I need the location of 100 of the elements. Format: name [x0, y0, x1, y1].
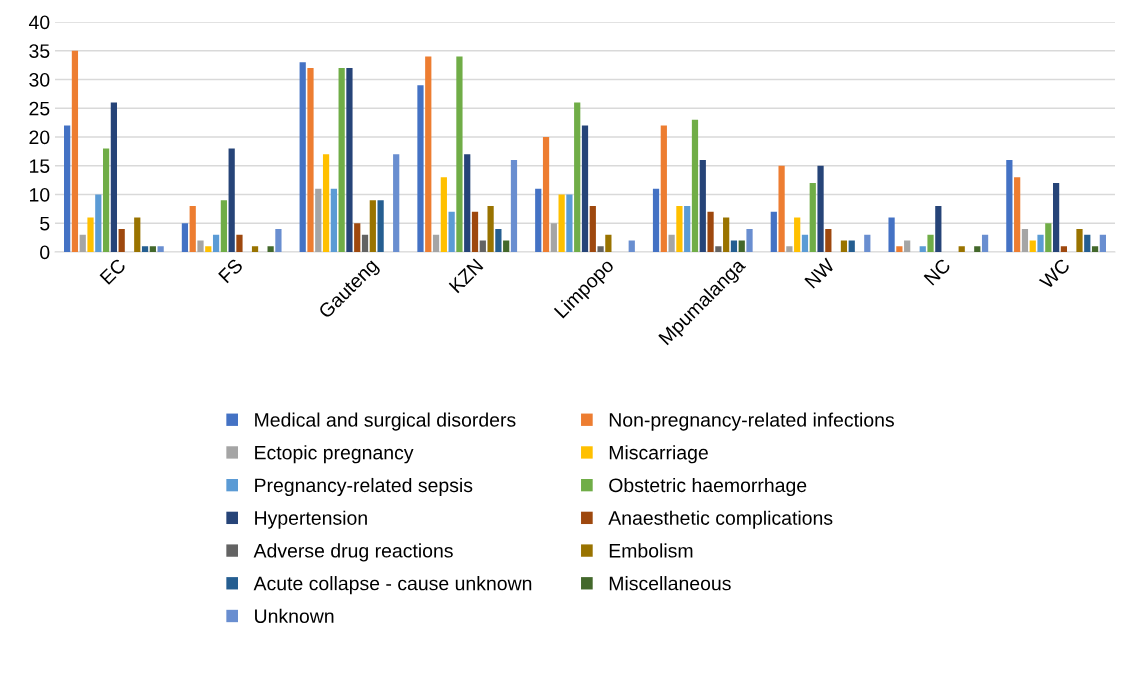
- bar: [71, 50, 79, 252]
- y-tick-label: 40: [28, 15, 50, 30]
- bar: [495, 229, 502, 252]
- legend-label: Adverse drug reactions: [253, 543, 453, 562]
- bar: [503, 240, 510, 252]
- bar: [896, 246, 903, 252]
- bar: [338, 68, 345, 252]
- bar: [699, 160, 706, 252]
- bar: [927, 234, 934, 252]
- legend-label: Medical and surgical disorders: [255, 412, 516, 431]
- bar: [778, 165, 785, 252]
- bar: [197, 240, 204, 252]
- bar: [801, 234, 809, 252]
- bar: [574, 102, 581, 252]
- legend-label: Non-pregnancy-related infections: [609, 412, 894, 431]
- bar: [888, 217, 895, 252]
- y-tick-label: 10: [30, 187, 50, 202]
- bar: [64, 125, 71, 252]
- bar: [322, 154, 330, 252]
- bar: [307, 68, 314, 252]
- bar: [354, 223, 361, 252]
- bar: [181, 223, 189, 252]
- bar: [95, 194, 102, 252]
- bar: [1052, 183, 1060, 252]
- bar: [471, 211, 479, 252]
- bar: [1021, 229, 1029, 252]
- bar: [660, 125, 667, 252]
- bar: [110, 102, 118, 252]
- bar: [236, 234, 243, 252]
- bar: [1037, 234, 1044, 252]
- bar: [149, 246, 156, 252]
- x-tick-label: NW: [804, 257, 836, 289]
- y-tick-label: 0: [40, 245, 50, 260]
- bar: [1014, 177, 1021, 252]
- legend-label: Embolism: [609, 543, 693, 558]
- bar: [275, 229, 282, 252]
- legend-label: Miscarriage: [609, 445, 708, 464]
- bar: [134, 217, 141, 252]
- y-tick-label: 35: [29, 44, 50, 58]
- bar: [220, 200, 227, 252]
- bar: [904, 240, 911, 252]
- bar: [346, 68, 353, 252]
- legend-label: Miscellaneous: [609, 576, 731, 591]
- bar: [676, 206, 683, 252]
- bar: [479, 240, 486, 252]
- bar: [299, 62, 306, 252]
- bar: [542, 137, 550, 252]
- bar: [417, 85, 424, 252]
- bar: [212, 234, 220, 252]
- bar: [228, 148, 235, 252]
- bar: [597, 246, 604, 252]
- bar: [652, 188, 660, 252]
- bar: [864, 234, 871, 252]
- legend-label: Hypertension: [255, 510, 367, 529]
- bar: [189, 206, 196, 252]
- bar: [425, 56, 432, 252]
- bar: [141, 246, 149, 252]
- bar: [794, 217, 801, 252]
- bar: [825, 229, 832, 252]
- bar: [79, 234, 86, 252]
- legend-label: Acute collapse - cause unknown: [253, 576, 532, 595]
- bar: [369, 200, 376, 252]
- bar: [958, 246, 965, 252]
- bar: [628, 240, 635, 252]
- y-tick-label: 15: [30, 159, 50, 173]
- y-tick-label: 20: [29, 130, 50, 145]
- bar: [738, 240, 745, 252]
- bar: [1091, 246, 1099, 252]
- bar: [558, 194, 565, 252]
- bar: [267, 246, 274, 252]
- bar: [1045, 223, 1052, 252]
- bar: [377, 200, 384, 252]
- bar: [919, 246, 926, 252]
- bar: [715, 246, 722, 252]
- x-tick-label: FS: [217, 257, 244, 284]
- x-tick-label: NC: [923, 257, 952, 286]
- bar: [448, 211, 455, 252]
- bar: [848, 240, 855, 252]
- bar: [1076, 229, 1083, 252]
- bar: [251, 246, 259, 252]
- bar: [456, 56, 463, 252]
- bar: [440, 177, 447, 252]
- bar: [487, 206, 494, 252]
- bar: [981, 234, 989, 252]
- bar: [393, 154, 400, 252]
- bar: [1084, 234, 1091, 252]
- bar: [668, 234, 675, 252]
- bar: [707, 211, 714, 252]
- bar: [330, 188, 337, 252]
- bar: [684, 206, 691, 252]
- bar: [770, 211, 777, 252]
- bar: [205, 246, 212, 252]
- y-tick-label: 30: [29, 72, 50, 87]
- bar: [1099, 234, 1106, 252]
- bar: [730, 240, 738, 252]
- bar: [605, 234, 612, 252]
- bar: [566, 194, 573, 252]
- bar: [589, 206, 596, 252]
- bar: [550, 223, 557, 252]
- y-tick-label: 5: [40, 216, 50, 231]
